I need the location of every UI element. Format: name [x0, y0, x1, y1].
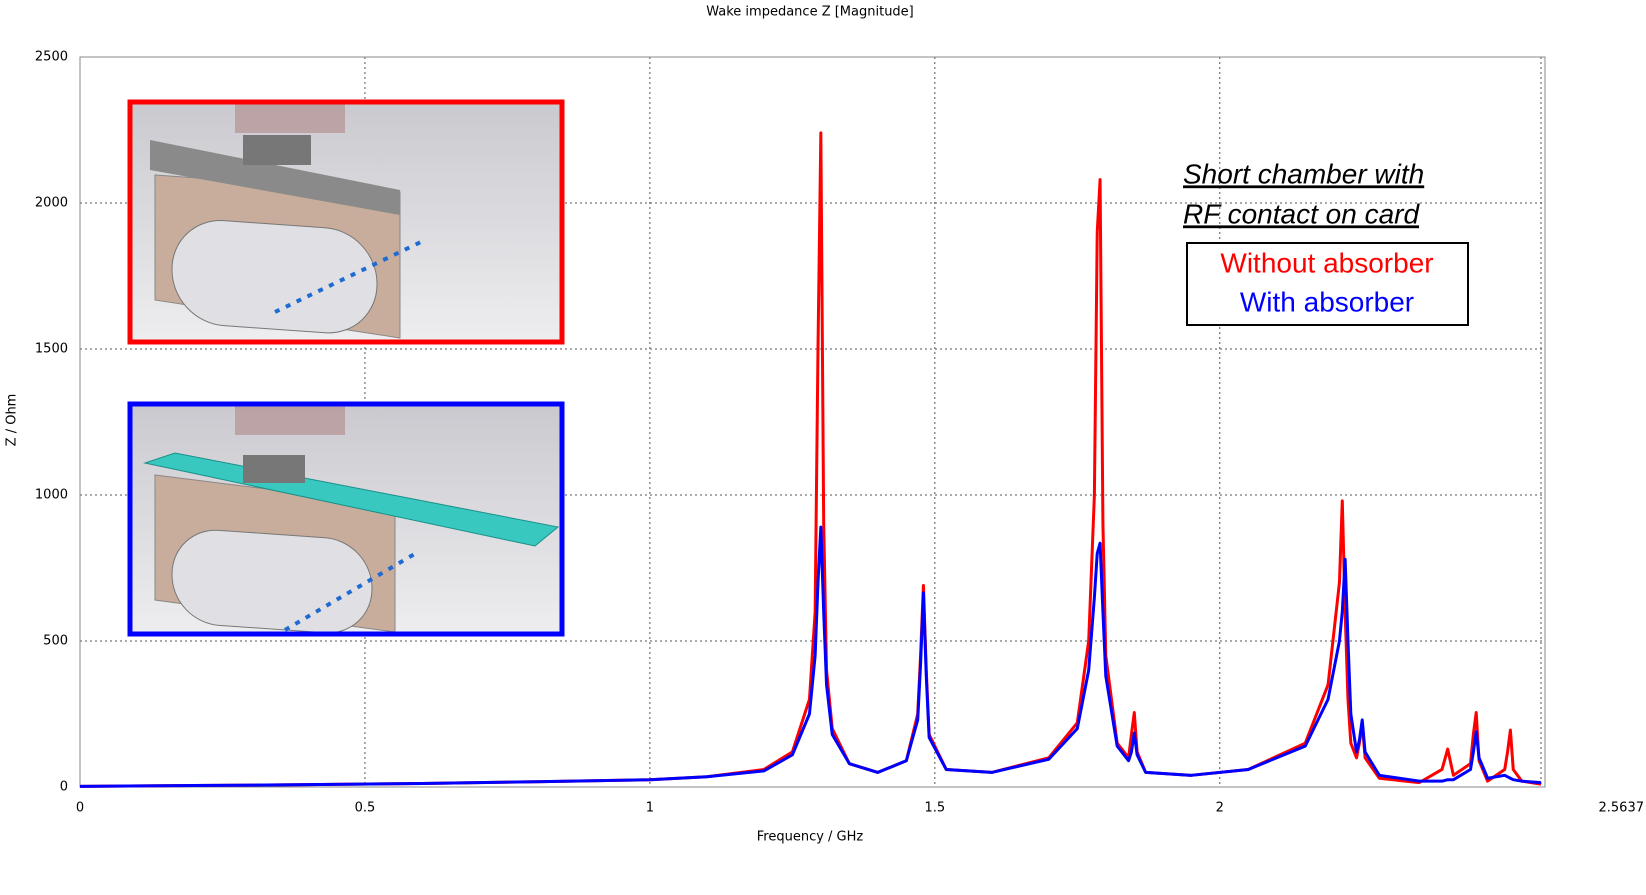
inset-with-absorber: [130, 404, 562, 636]
y-tick-label: 500: [43, 634, 68, 649]
chart: Wake impedance Z [Magnitude] Frequency /…: [0, 0, 1646, 891]
y-axis-label: Z / Ohm: [5, 394, 20, 447]
legend-entry: Without absorber: [1220, 247, 1433, 278]
inset-without-absorber: [130, 102, 562, 342]
x-tick-label: 0: [76, 801, 84, 816]
y-tick-label: 1500: [35, 342, 68, 357]
x-tick-label: 1: [646, 801, 654, 816]
x-tick-label: 2.5637: [1599, 801, 1645, 816]
y-tick-label: 1000: [35, 488, 68, 503]
chart-title: Wake impedance Z [Magnitude]: [706, 5, 914, 20]
y-tick-label: 2500: [35, 50, 68, 65]
x-tick-label: 2: [1216, 801, 1224, 816]
y-tick-label: 2000: [35, 196, 68, 211]
x-axis-label: Frequency / GHz: [757, 830, 864, 845]
annotation: RF contact on card: [1183, 198, 1420, 229]
annotation: Short chamber with: [1183, 158, 1424, 189]
y-tick-label: 0: [60, 780, 68, 795]
x-tick-label: 1.5: [924, 801, 945, 816]
x-tick-label: 0.5: [355, 801, 376, 816]
legend-entry: With absorber: [1240, 286, 1414, 317]
